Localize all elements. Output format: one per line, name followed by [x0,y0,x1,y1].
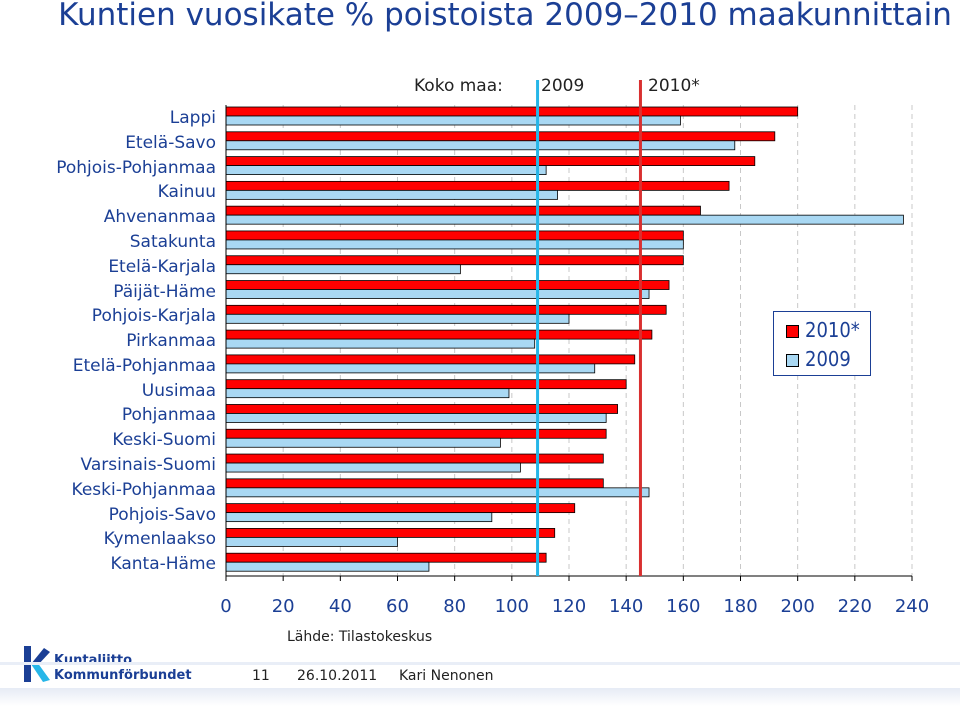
x-tick-label: 120 [552,596,586,617]
x-tick-label: 0 [220,596,231,617]
footer-page-number: 11 [252,668,270,684]
region-label: Ahvenanmaa [103,207,216,228]
source-note: Lähde: Tilastokeskus [287,629,433,645]
bar-2010 [225,428,607,439]
bar-2009 [225,487,650,498]
kuntaliitto-logo: Kuntaliitto Kommunförbundet [20,644,192,688]
page-title: Kuntien vuosikate % poistoista 2009–2010… [58,0,952,33]
bar-2010 [225,552,547,563]
region-label: Etelä-Pohjanmaa [72,355,216,376]
bar-2009 [225,363,596,374]
bar-2010 [225,354,636,365]
legend-swatch-2010 [786,325,799,338]
region-label: Pirkanmaa [126,331,216,352]
bar-2010 [225,180,730,191]
bar-2009 [225,140,736,151]
bar-2009 [225,338,536,349]
region-label: Keski-Suomi [112,430,216,451]
region-label: Päijät-Häme [113,281,216,302]
bar-2010 [225,528,556,538]
x-tick-label: 60 [386,596,409,617]
region-label: Keski-Pohjanmaa [71,479,216,500]
bar-2010 [225,503,576,514]
region-label: Etelä-Savo [125,132,216,153]
bar-2010 [225,404,618,414]
logo-line2: Kommunförbundet [54,668,192,683]
region-label: Kainuu [157,182,216,203]
bar-2009 [225,537,398,547]
region-label: Kanta-Häme [110,554,216,575]
region-label: Etelä-Karjala [108,256,216,277]
x-tick-label: 80 [443,596,466,617]
bar-2009 [225,115,681,126]
legend-item-2010: 2010* [786,318,860,342]
region-label: Lappi [169,108,216,128]
x-tick-label: 40 [329,596,352,617]
bar-2009 [225,239,684,250]
legend-item-2009: 2009 [786,347,851,371]
region-label: Varsinais-Suomi [80,455,216,476]
footer-author: Kari Nenonen [399,668,494,684]
region-label: Pohjois-Karjala [91,306,216,327]
bar-2009 [225,512,493,523]
region-label: Uusimaa [141,380,216,401]
x-tick-label: 160 [666,596,700,617]
x-tick-label: 220 [838,596,872,617]
x-tick-label: 240 [895,596,929,617]
bar-2009 [225,165,547,175]
x-tick-label: 20 [272,596,295,617]
bar-2010 [225,453,604,464]
bar-2009 [225,264,461,275]
bar-2009 [225,189,558,200]
bar-2010 [225,255,684,266]
chart-legend: 2010* 2009 [773,311,871,376]
bar-2009 [225,289,650,299]
x-tick-label: 140 [609,596,643,617]
bar-2010 [225,379,627,390]
bar-2009 [225,214,904,225]
footer-bar [0,688,960,706]
region-label: Pohjois-Savo [108,504,216,525]
koko-maa-2010-label: 2010* [648,76,700,96]
bar-2010 [225,156,756,166]
region-label: Kymenlaakso [103,529,216,550]
bar-2009 [225,437,501,448]
footer-date: 26.10.2011 [297,668,378,684]
bar-2010 [225,230,684,241]
bar-2009 [225,313,570,324]
bar-2010 [225,131,776,142]
bar-2009 [225,413,607,423]
koko-maa-label: Koko maa: [414,76,503,96]
legend-swatch-2009 [786,354,799,367]
bar-2010 [225,106,799,117]
bar-2009 [225,388,510,399]
bar-2010 [225,205,701,216]
region-label: Satakunta [129,231,216,252]
x-tick-label: 100 [495,596,529,617]
koko-maa-2009-label: 2009 [541,76,585,96]
region-label: Pohjanmaa [121,405,216,426]
footer-divider [0,662,960,665]
bar-2010 [225,329,653,340]
bar-2010 [225,280,670,290]
region-label: Pohjois-Pohjanmaa [56,157,216,178]
x-tick-label: 180 [723,596,757,617]
bar-2009 [225,561,430,572]
x-tick-label: 200 [780,596,814,617]
bar-2010 [225,304,667,315]
bar-2010 [225,478,604,489]
bar-2009 [225,462,521,473]
logo-line1: Kuntaliitto [54,653,133,668]
